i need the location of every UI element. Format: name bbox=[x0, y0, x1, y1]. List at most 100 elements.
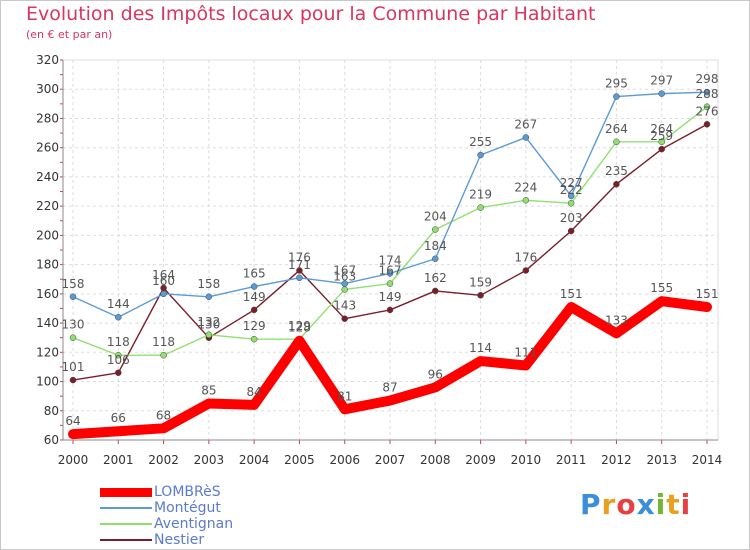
y-tick-label: 160 bbox=[36, 287, 59, 301]
logo-letter: i bbox=[655, 488, 667, 521]
data-label: 149 bbox=[243, 290, 266, 304]
data-point bbox=[386, 280, 394, 287]
data-point bbox=[613, 138, 620, 146]
data-point bbox=[387, 397, 393, 404]
data-label: 298 bbox=[696, 72, 719, 86]
data-label: 85 bbox=[201, 383, 216, 397]
legend-swatch bbox=[100, 487, 152, 497]
data-point bbox=[432, 226, 439, 233]
data-point bbox=[477, 292, 484, 299]
logo-letter: P bbox=[580, 488, 602, 521]
data-point bbox=[69, 376, 77, 384]
data-point bbox=[205, 331, 213, 339]
data-point bbox=[205, 293, 213, 301]
data-label: 222 bbox=[560, 183, 583, 197]
x-tick-label: 2011 bbox=[556, 453, 587, 467]
x-tick-label: 2002 bbox=[148, 453, 179, 467]
data-point bbox=[205, 400, 212, 407]
data-label: 297 bbox=[650, 74, 673, 88]
data-label: 160 bbox=[152, 274, 175, 288]
data-point bbox=[567, 227, 575, 235]
data-point bbox=[296, 337, 303, 344]
x-tick-label: 2004 bbox=[239, 453, 270, 467]
data-label: 129 bbox=[243, 319, 266, 333]
data-label: 295 bbox=[605, 77, 628, 91]
data-label: 81 bbox=[337, 389, 352, 403]
data-point bbox=[250, 306, 258, 314]
data-point bbox=[703, 121, 711, 128]
data-label: 158 bbox=[62, 277, 85, 291]
legend-swatch bbox=[100, 507, 152, 509]
data-point bbox=[386, 270, 394, 277]
y-tick-label: 220 bbox=[36, 199, 59, 213]
legend-entry: Nestier bbox=[100, 532, 233, 548]
x-tick-label: 2013 bbox=[646, 453, 677, 467]
x-tick-label: 2009 bbox=[465, 453, 496, 467]
data-point bbox=[477, 204, 484, 211]
data-label: 264 bbox=[605, 122, 628, 136]
data-label: 204 bbox=[424, 210, 447, 224]
y-tick-label: 180 bbox=[36, 258, 59, 272]
data-label: 163 bbox=[333, 269, 356, 283]
data-point bbox=[386, 306, 394, 314]
legend-swatch bbox=[100, 539, 152, 541]
data-label: 66 bbox=[111, 411, 126, 425]
data-point bbox=[341, 286, 348, 293]
grid-lines bbox=[62, 59, 719, 441]
data-label: 174 bbox=[379, 253, 402, 267]
data-point bbox=[613, 330, 620, 337]
y-tick-label: 240 bbox=[36, 170, 59, 184]
x-tick-label: 2006 bbox=[329, 453, 360, 467]
data-point bbox=[568, 304, 575, 310]
logo-letter: o bbox=[616, 488, 637, 521]
data-label: 159 bbox=[469, 275, 492, 289]
data-label: 143 bbox=[333, 299, 356, 313]
legend-entry: Aventignan bbox=[100, 516, 233, 532]
y-tick-label: 200 bbox=[36, 228, 59, 242]
data-point bbox=[613, 180, 620, 188]
x-tick-label: 2000 bbox=[58, 453, 89, 467]
data-label: 133 bbox=[605, 313, 628, 327]
data-point bbox=[115, 428, 122, 435]
data-point bbox=[432, 255, 439, 263]
data-label: 111 bbox=[514, 345, 537, 359]
legend-entry: LOMBRèS bbox=[100, 484, 233, 500]
legend-entry: Montégut bbox=[100, 500, 233, 516]
data-point bbox=[522, 197, 530, 204]
data-label: 68 bbox=[156, 408, 171, 422]
x-tick-label: 2008 bbox=[420, 453, 451, 467]
data-label: 132 bbox=[197, 315, 220, 329]
data-label: 96 bbox=[428, 367, 443, 381]
y-tick-label: 260 bbox=[36, 141, 59, 155]
data-point bbox=[658, 145, 665, 153]
data-label: 144 bbox=[107, 297, 130, 311]
data-label: 130 bbox=[62, 318, 85, 332]
chart-subtitle: (en € et par an) bbox=[26, 28, 113, 41]
data-point bbox=[341, 315, 348, 322]
x-tick-label: 2007 bbox=[375, 453, 406, 467]
data-label: 264 bbox=[650, 122, 673, 136]
logo-letter: i bbox=[680, 488, 692, 521]
data-label: 118 bbox=[107, 335, 130, 349]
y-tick-label: 320 bbox=[36, 53, 59, 67]
y-tick-label: 300 bbox=[36, 82, 59, 96]
data-label: 151 bbox=[696, 287, 719, 301]
data-label: 84 bbox=[247, 385, 262, 399]
y-tick-label: 140 bbox=[36, 316, 59, 330]
data-point bbox=[567, 199, 575, 207]
legend-label: LOMBRèS bbox=[154, 484, 221, 500]
logo-letter: r bbox=[601, 488, 617, 521]
data-label: 130 bbox=[197, 318, 220, 332]
data-label: 184 bbox=[424, 239, 447, 253]
y-tick-label: 120 bbox=[36, 345, 59, 359]
data-point bbox=[296, 267, 303, 274]
data-label: 167 bbox=[379, 264, 402, 278]
y-tick-label: 280 bbox=[36, 111, 59, 125]
data-point bbox=[296, 274, 303, 282]
data-point bbox=[160, 351, 167, 359]
data-point bbox=[341, 406, 348, 413]
y-tick-label: 100 bbox=[36, 375, 59, 389]
data-point bbox=[250, 283, 258, 290]
data-label: 255 bbox=[469, 135, 492, 149]
data-label: 171 bbox=[288, 258, 311, 272]
